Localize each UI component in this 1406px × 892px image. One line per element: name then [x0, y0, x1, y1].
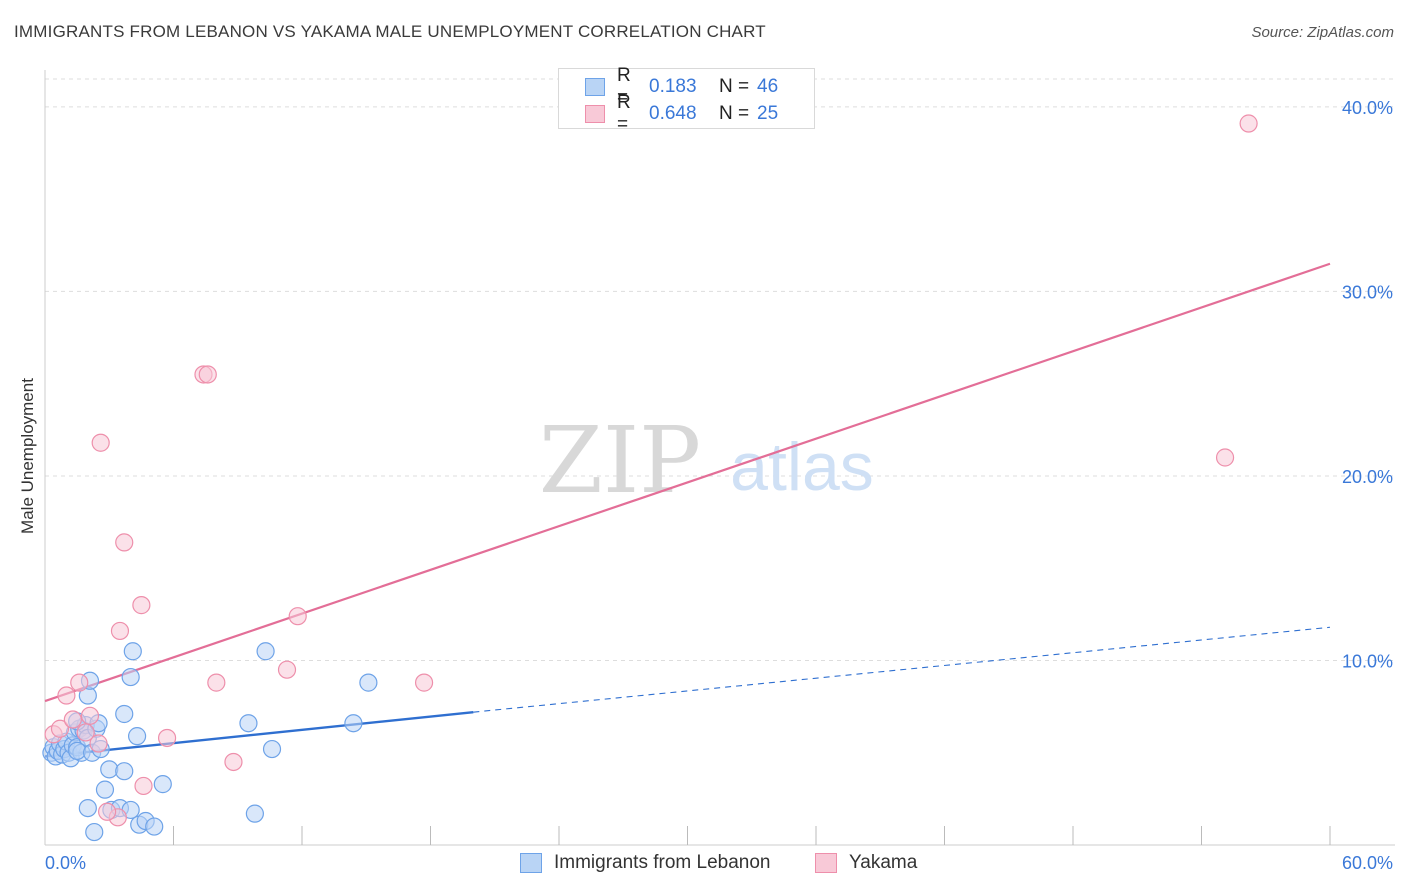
tick-labels: 10.0% 20.0% 30.0% 40.0% 0.0% 60.0% [45, 98, 1393, 873]
lebanon-point [344, 714, 363, 733]
y-tick-label: 20.0% [1342, 467, 1393, 487]
stats-legend: R = 0.183 N = 46 R = 0.648 N = 25 [558, 65, 815, 135]
stats-row-yakama: R = 0.648 N = 25 [585, 92, 779, 135]
n-value: 25 [757, 103, 779, 124]
y-tick-label: 10.0% [1342, 651, 1393, 671]
lebanon-point [115, 704, 134, 724]
yakama-trend-line [44, 262, 1331, 703]
series-legend: Immigrants from Lebanon Yakama [0, 852, 1406, 878]
trend-lines [44, 262, 1331, 758]
legend-item-yakama[interactable]: Yakama [815, 852, 917, 874]
yakama-point [134, 776, 153, 796]
yakama-point [70, 673, 89, 692]
lebanon-trend-extension [473, 626, 1331, 713]
n-label: N = [719, 76, 750, 97]
yakama-point [198, 365, 217, 384]
lebanon-point [239, 714, 258, 733]
yakama-swatch [585, 105, 605, 123]
lebanon-point [100, 760, 119, 779]
y-tick-label: 40.0% [1342, 98, 1393, 118]
lebanon-point [78, 798, 97, 818]
yakama-point [91, 433, 110, 452]
r-value: 0.648 [649, 103, 697, 124]
gridlines [45, 78, 1395, 661]
yakama-point [414, 673, 434, 692]
yakama-point [57, 686, 76, 705]
yakama-point [115, 533, 134, 552]
lebanon-swatch [585, 78, 605, 96]
legend-item-lebanon[interactable]: Immigrants from Lebanon [520, 852, 771, 874]
n-value: 46 [757, 76, 779, 97]
yakama-point [277, 660, 297, 679]
lebanon-point [256, 642, 275, 661]
yakama-point [110, 621, 130, 641]
r-label: R = [617, 92, 631, 135]
lebanon-point [153, 775, 172, 794]
stats-row-lebanon: R = 0.183 N = 46 [585, 65, 779, 108]
lebanon-point [262, 739, 282, 759]
x-tick-label: 0.0% [45, 853, 86, 873]
yakama-point [207, 673, 226, 692]
yakama-point [76, 723, 95, 742]
lebanon-point [121, 667, 140, 687]
lebanon-point [123, 642, 142, 661]
yakama-point [157, 728, 177, 748]
yakama-swatch [815, 853, 837, 873]
yakama-point [288, 607, 307, 626]
lebanon-point [115, 762, 134, 781]
watermark-zip: ZIP [539, 407, 701, 514]
chart-title: IMMIGRANTS FROM LEBANON VS YAKAMA MALE U… [14, 22, 766, 41]
y-tick-label: 30.0% [1342, 282, 1393, 302]
x-tick-label: 60.0% [1342, 853, 1393, 873]
r-label: R = [617, 65, 631, 108]
lebanon-point [145, 817, 164, 836]
legend-label: Immigrants from Lebanon [554, 852, 771, 873]
yakama-point [132, 596, 151, 615]
yakama-point [1239, 114, 1258, 133]
lebanon-point [68, 741, 87, 760]
yakama-point [63, 710, 82, 729]
legend-label: Yakama [849, 852, 918, 873]
r-value: 0.183 [649, 76, 697, 97]
yakama-point [89, 734, 108, 753]
source-note: Source: ZipAtlas.com [1251, 24, 1394, 41]
yakama-point [1215, 448, 1235, 467]
watermark: ZIP atlas [539, 407, 874, 514]
yakama-point [98, 802, 117, 821]
axes [44, 70, 1395, 846]
lebanon-point [359, 673, 378, 692]
watermark-atlas: atlas [730, 429, 874, 505]
lebanon-point [127, 727, 147, 746]
n-label: N = [719, 103, 750, 124]
yakama-point [224, 752, 243, 772]
lebanon-trend-line [44, 710, 474, 758]
yakama-point [80, 706, 100, 725]
yakama-point [50, 719, 70, 738]
lebanon-point [85, 822, 104, 842]
lebanon-swatch [520, 853, 542, 873]
lebanon-point [245, 804, 264, 823]
data-points [42, 114, 1258, 842]
lebanon-point [95, 780, 115, 799]
